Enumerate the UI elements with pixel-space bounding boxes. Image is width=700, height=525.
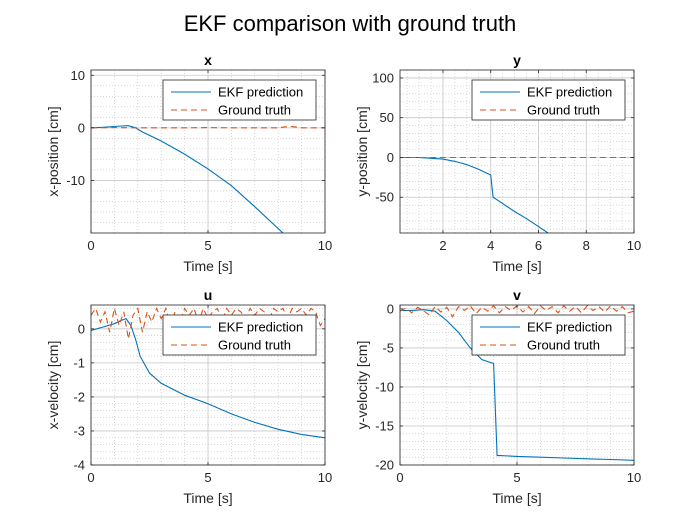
y-tick-label: 10 [71, 68, 85, 83]
x-tick-label: 8 [583, 238, 590, 253]
y-tick-label: -4 [73, 458, 85, 473]
x-tick-label: 4 [487, 238, 494, 253]
y-tick-label: -10 [66, 173, 85, 188]
legend-label: Ground truth [527, 103, 600, 118]
y-axis-label: x-position [cm] [45, 106, 61, 196]
y-tick-label: -15 [375, 418, 394, 433]
legend-box [162, 79, 317, 121]
y-tick-label: -10 [375, 379, 394, 394]
x-tick-label: 10 [318, 238, 332, 253]
y-tick-label: -50 [375, 190, 394, 205]
y-axis-label: x-velocity [cm] [45, 341, 61, 430]
subplot-title: y [513, 52, 521, 68]
y-tick-label: 0 [78, 120, 85, 135]
x-tick-label: 2 [439, 238, 446, 253]
x-tick-label: 10 [627, 238, 641, 253]
subplot-y: 2 4 6 8 10 100 50 0 -50 y Time [s] y-position [cm] E… [354, 52, 641, 274]
legend-box [471, 79, 626, 121]
legend: EKF prediction Ground truth [471, 314, 626, 356]
axes-box [399, 69, 635, 234]
y-tick-label: 100 [372, 70, 394, 85]
x-tick-label: 5 [513, 470, 520, 485]
y-tick-label: -3 [73, 423, 85, 438]
y-tick-label: 0 [387, 150, 394, 165]
y-axis-label: y-velocity [cm] [354, 341, 370, 430]
figure-title: EKF comparison with ground truth [184, 11, 517, 36]
series-line-ekf [400, 156, 549, 233]
legend-label: Ground truth [218, 338, 291, 353]
series-line-truth [91, 125, 325, 129]
y-axis-label: y-position [cm] [354, 106, 370, 196]
subplot-x: 0 5 10 10 0 -10 x Time [s] x-position [cm] EKF pr… [45, 52, 332, 274]
x-tick-label: 6 [535, 238, 542, 253]
subplot-title: x [204, 52, 212, 68]
legend-label: EKF prediction [527, 320, 612, 335]
y-tick-label: -20 [375, 458, 394, 473]
x-tick-label: 10 [318, 470, 332, 485]
subplot-u: 0 5 10 0 -1 -2 -3 -4 u Time [s] x-velocity [cm] EKF… [45, 287, 332, 506]
y-tick-label: 0 [78, 321, 85, 336]
legend-box [471, 314, 626, 356]
legend-label: EKF prediction [218, 320, 303, 335]
x-axis-label: Time [s] [492, 490, 541, 506]
legend-label: Ground truth [527, 338, 600, 353]
legend-label: EKF prediction [218, 85, 303, 100]
x-tick-label: 0 [87, 238, 94, 253]
subplot-title: u [204, 287, 213, 303]
series-line-ekf [400, 309, 634, 461]
x-tick-label: 5 [204, 470, 211, 485]
subplot-v: 0 5 10 0 -5 -10 -15 -20 v Time [s] y-velocity [cm]… [354, 287, 641, 506]
x-axis-label: Time [s] [183, 258, 232, 274]
x-axis-label: Time [s] [492, 258, 541, 274]
y-tick-label: -5 [382, 340, 394, 355]
series-line-ekf [91, 125, 284, 233]
legend: EKF prediction Ground truth [162, 314, 317, 356]
y-tick-label: 0 [387, 301, 394, 316]
y-tick-label: -2 [73, 389, 85, 404]
legend-box [162, 314, 317, 356]
series-line-ekf [91, 317, 325, 439]
x-axis-label: Time [s] [183, 490, 232, 506]
x-tick-label: 0 [396, 470, 403, 485]
x-tick-label: 10 [627, 470, 641, 485]
x-tick-label: 0 [87, 470, 94, 485]
subplot-title: v [513, 287, 521, 303]
legend-label: Ground truth [218, 103, 291, 118]
x-tick-label: 5 [204, 238, 211, 253]
y-tick-label: -1 [73, 355, 85, 370]
y-tick-label: 50 [380, 110, 394, 125]
legend-label: EKF prediction [527, 85, 612, 100]
legend: EKF prediction Ground truth [471, 79, 626, 121]
legend: EKF prediction Ground truth [162, 79, 317, 121]
